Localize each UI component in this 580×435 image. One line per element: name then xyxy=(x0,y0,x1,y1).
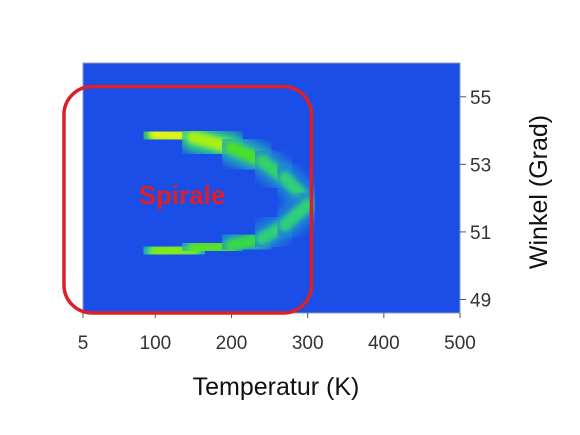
x-tick-label: 100 xyxy=(140,333,172,354)
y-tick-label: 53 xyxy=(470,155,491,176)
y-axis-label: Winkel (Grad) xyxy=(525,115,553,269)
spirale-annotation-label: Spirale xyxy=(139,180,226,210)
y-tick-label: 49 xyxy=(470,290,491,311)
x-tick-label: 300 xyxy=(292,333,324,354)
y-axis: 49 51 53 55 xyxy=(460,88,491,311)
feature-layer xyxy=(83,118,407,268)
spirale-annotation-box xyxy=(62,84,314,315)
x-axis-label: Temperatur (K) xyxy=(193,373,360,401)
plot-background xyxy=(83,63,460,313)
x-tick-label: 200 xyxy=(216,333,248,354)
x-tick-label: 500 xyxy=(444,333,476,354)
heatmap-feature-2 xyxy=(83,189,323,268)
x-tick-label: 400 xyxy=(368,333,400,354)
x-axis: 5 100 200 300 400 500 xyxy=(78,313,476,354)
y-tick-label: 51 xyxy=(470,223,491,244)
x-tick-label: 5 xyxy=(78,333,89,354)
y-tick-label: 55 xyxy=(470,88,491,109)
